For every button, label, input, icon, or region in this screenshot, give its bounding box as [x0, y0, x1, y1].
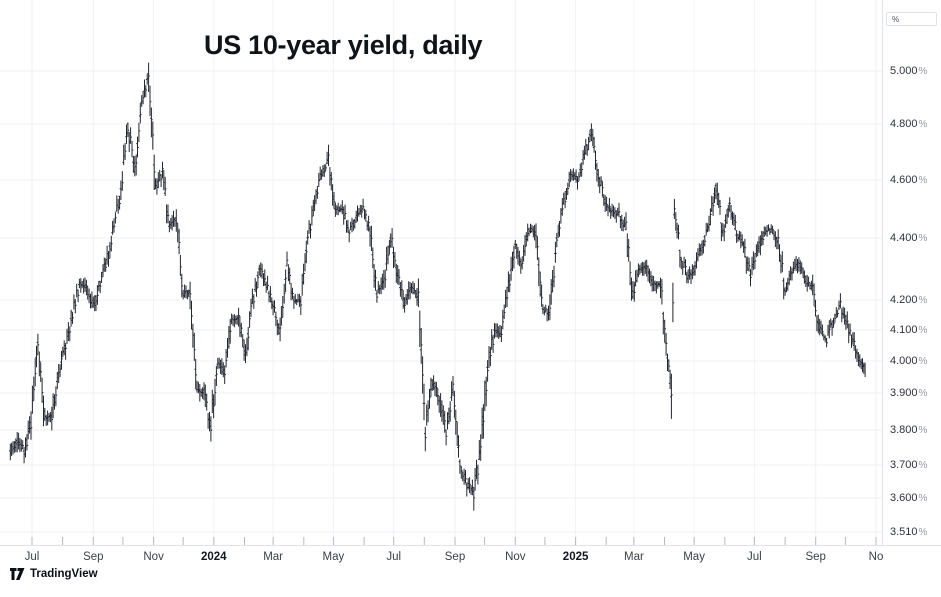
- time-axis-label: 2025: [562, 551, 589, 563]
- price-axis-label: 4.400%: [890, 232, 928, 244]
- time-axis-label: 2024: [201, 551, 227, 563]
- horizontal-gridlines: [0, 70, 882, 533]
- time-axis-label: Nov: [143, 551, 164, 563]
- time-axis-label: Sep: [805, 551, 826, 563]
- tradingview-logo-link[interactable]: TradingView: [10, 568, 98, 580]
- tradingview-logo-text: TradingView: [30, 568, 98, 580]
- price-axis-label: 4.200%: [890, 294, 928, 306]
- price-axis-label: 4.600%: [890, 174, 928, 186]
- tradingview-icon: [10, 568, 25, 580]
- axis-unit-button[interactable]: %: [886, 12, 937, 26]
- price-axis[interactable]: % 5.000% 4.800% 4.600% 4.400% 4.200% 4.100% 4.…: [882, 0, 941, 545]
- price-axis-label: 3.800%: [890, 424, 928, 436]
- time-axis[interactable]: Jul Sep Nov 2024 Mar May Jul Sep Nov 2025 Mar May Ju…: [0, 545, 941, 572]
- time-axis-label: Jul: [24, 551, 40, 563]
- price-axis-label: 3.600%: [890, 492, 928, 504]
- time-axis-label: May: [683, 551, 705, 563]
- time-axis-label: Jul: [747, 551, 762, 563]
- price-axis-label: 3.900%: [890, 387, 928, 399]
- time-axis-label: No: [868, 551, 884, 563]
- vertical-gridlines: [31, 0, 877, 545]
- price-axis-label: 4.100%: [890, 324, 928, 336]
- time-axis-label: May: [322, 551, 345, 563]
- time-axis-label: Nov: [505, 551, 526, 563]
- time-axis-label: Jul: [386, 551, 402, 563]
- time-axis-label: Sep: [83, 551, 104, 563]
- price-axis-label: 3.700%: [890, 459, 928, 471]
- price-axis-label: 5.000%: [890, 65, 928, 77]
- time-axis-label: Mar: [623, 551, 644, 563]
- price-axis-label: 3.510%: [890, 526, 928, 538]
- time-axis-label: Sep: [444, 551, 466, 563]
- price-chart-canvas[interactable]: [0, 0, 882, 545]
- price-axis-label: 4.800%: [890, 118, 928, 130]
- price-bars-series: [9, 62, 866, 511]
- chart-title: US 10-year yield, daily: [204, 30, 483, 60]
- price-axis-label: 4.000%: [890, 355, 928, 367]
- time-axis-label: Mar: [263, 551, 283, 563]
